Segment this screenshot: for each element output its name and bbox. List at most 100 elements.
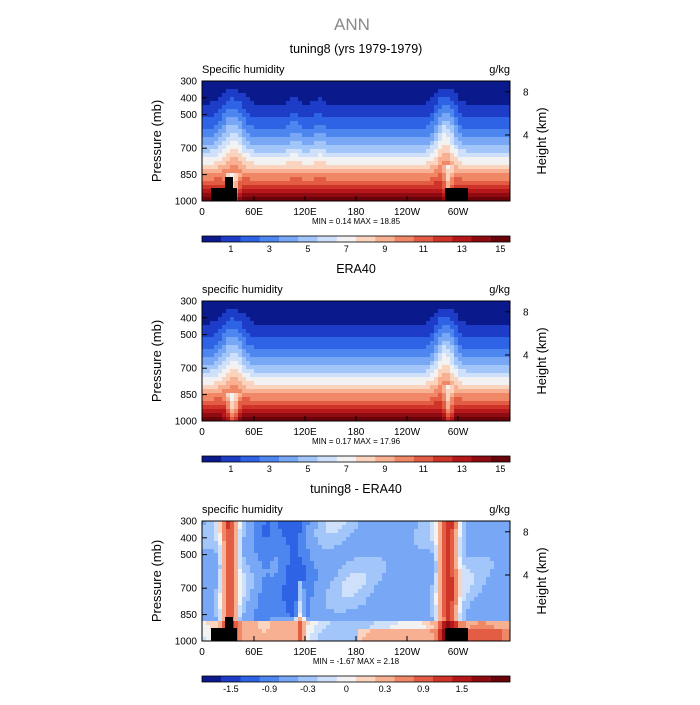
- heat-cell: [358, 397, 362, 401]
- heat-cell: [434, 317, 438, 321]
- heat-cell: [222, 117, 226, 121]
- heat-cell: [394, 137, 398, 141]
- heat-cell: [358, 117, 362, 121]
- heat-cell: [406, 121, 410, 125]
- heat-cell: [354, 397, 358, 401]
- heat-cell: [426, 93, 430, 97]
- heat-cell: [450, 373, 454, 377]
- heat-cell: [418, 145, 422, 149]
- heat-cell: [218, 173, 222, 177]
- heat-cell: [442, 121, 446, 125]
- heat-cell: [390, 413, 394, 417]
- heat-cell: [334, 409, 338, 413]
- panel-title: tuning8 (yrs 1979-1979): [290, 42, 423, 56]
- heat-cell: [326, 89, 330, 93]
- heat-cell: [402, 177, 406, 181]
- heat-cell: [270, 357, 274, 361]
- heat-cell: [378, 369, 382, 373]
- heat-cell: [238, 369, 242, 373]
- heat-cell: [286, 109, 290, 113]
- heat-cell: [422, 529, 426, 533]
- heat-cell: [274, 341, 278, 345]
- heat-cell: [390, 313, 394, 317]
- heat-cell: [386, 341, 390, 345]
- heat-cell: [498, 189, 502, 193]
- heat-cell: [342, 321, 346, 325]
- heat-cell: [478, 353, 482, 357]
- heat-cell: [322, 157, 326, 161]
- heat-cell: [306, 365, 310, 369]
- heat-cell: [314, 137, 318, 141]
- heat-cell: [342, 349, 346, 353]
- heat-cell: [274, 333, 278, 337]
- heat-cell: [418, 141, 422, 145]
- heat-cell: [410, 173, 414, 177]
- heat-cell: [290, 189, 294, 193]
- heat-cell: [370, 173, 374, 177]
- heat-cell: [418, 105, 422, 109]
- heat-cell: [382, 413, 386, 417]
- heat-cell: [206, 101, 210, 105]
- heat-cell: [310, 325, 314, 329]
- heat-cell: [422, 317, 426, 321]
- heat-cell: [502, 309, 506, 313]
- heat-cell: [310, 169, 314, 173]
- heat-cell: [450, 413, 454, 417]
- heat-cell: [282, 313, 286, 317]
- heat-cell: [246, 341, 250, 345]
- heat-cell: [238, 149, 242, 153]
- heat-cell: [206, 329, 210, 333]
- heat-cell: [262, 89, 266, 93]
- heat-cell: [210, 357, 214, 361]
- heat-cell: [442, 337, 446, 341]
- heat-cell: [202, 357, 206, 361]
- heat-cell: [450, 309, 454, 313]
- heat-cell: [262, 177, 266, 181]
- heat-cell: [290, 101, 294, 105]
- heat-cell: [214, 137, 218, 141]
- heat-cell: [238, 373, 242, 377]
- heat-cell: [254, 161, 258, 165]
- colorbar-swatch: [414, 456, 433, 462]
- heat-cell: [294, 401, 298, 405]
- heat-cell: [414, 341, 418, 345]
- heat-cell: [350, 349, 354, 353]
- heat-cell: [426, 413, 430, 417]
- heat-cell: [382, 401, 386, 405]
- heat-cell: [450, 529, 454, 533]
- heat-cell: [494, 157, 498, 161]
- heat-cell: [334, 309, 338, 313]
- heat-cell: [486, 345, 490, 349]
- heat-cell: [454, 409, 458, 413]
- heat-cell: [354, 393, 358, 397]
- heat-cell: [382, 321, 386, 325]
- heat-cell: [330, 161, 334, 165]
- heat-cell: [246, 181, 250, 185]
- heat-cell: [286, 157, 290, 161]
- heat-cell: [310, 81, 314, 85]
- heat-cell: [474, 145, 478, 149]
- heat-cell: [422, 385, 426, 389]
- heat-cell: [342, 525, 346, 529]
- heat-cell: [322, 329, 326, 333]
- heat-cell: [214, 405, 218, 409]
- y-tick-label: 300: [180, 77, 197, 88]
- heat-cell: [294, 309, 298, 313]
- heat-cell: [222, 145, 226, 149]
- heat-cell: [374, 369, 378, 373]
- heat-cell: [242, 149, 246, 153]
- heat-cell: [338, 365, 342, 369]
- heat-cell: [302, 193, 306, 197]
- heat-cell: [206, 353, 210, 357]
- heat-cell: [426, 129, 430, 133]
- heat-cell: [362, 173, 366, 177]
- heat-cell: [450, 121, 454, 125]
- heat-cell: [478, 385, 482, 389]
- heat-cell: [350, 361, 354, 365]
- heat-cell: [342, 189, 346, 193]
- heat-cell: [282, 93, 286, 97]
- heat-cell: [270, 113, 274, 117]
- heat-cell: [474, 325, 478, 329]
- heat-cell: [238, 137, 242, 141]
- heat-cell: [318, 153, 322, 157]
